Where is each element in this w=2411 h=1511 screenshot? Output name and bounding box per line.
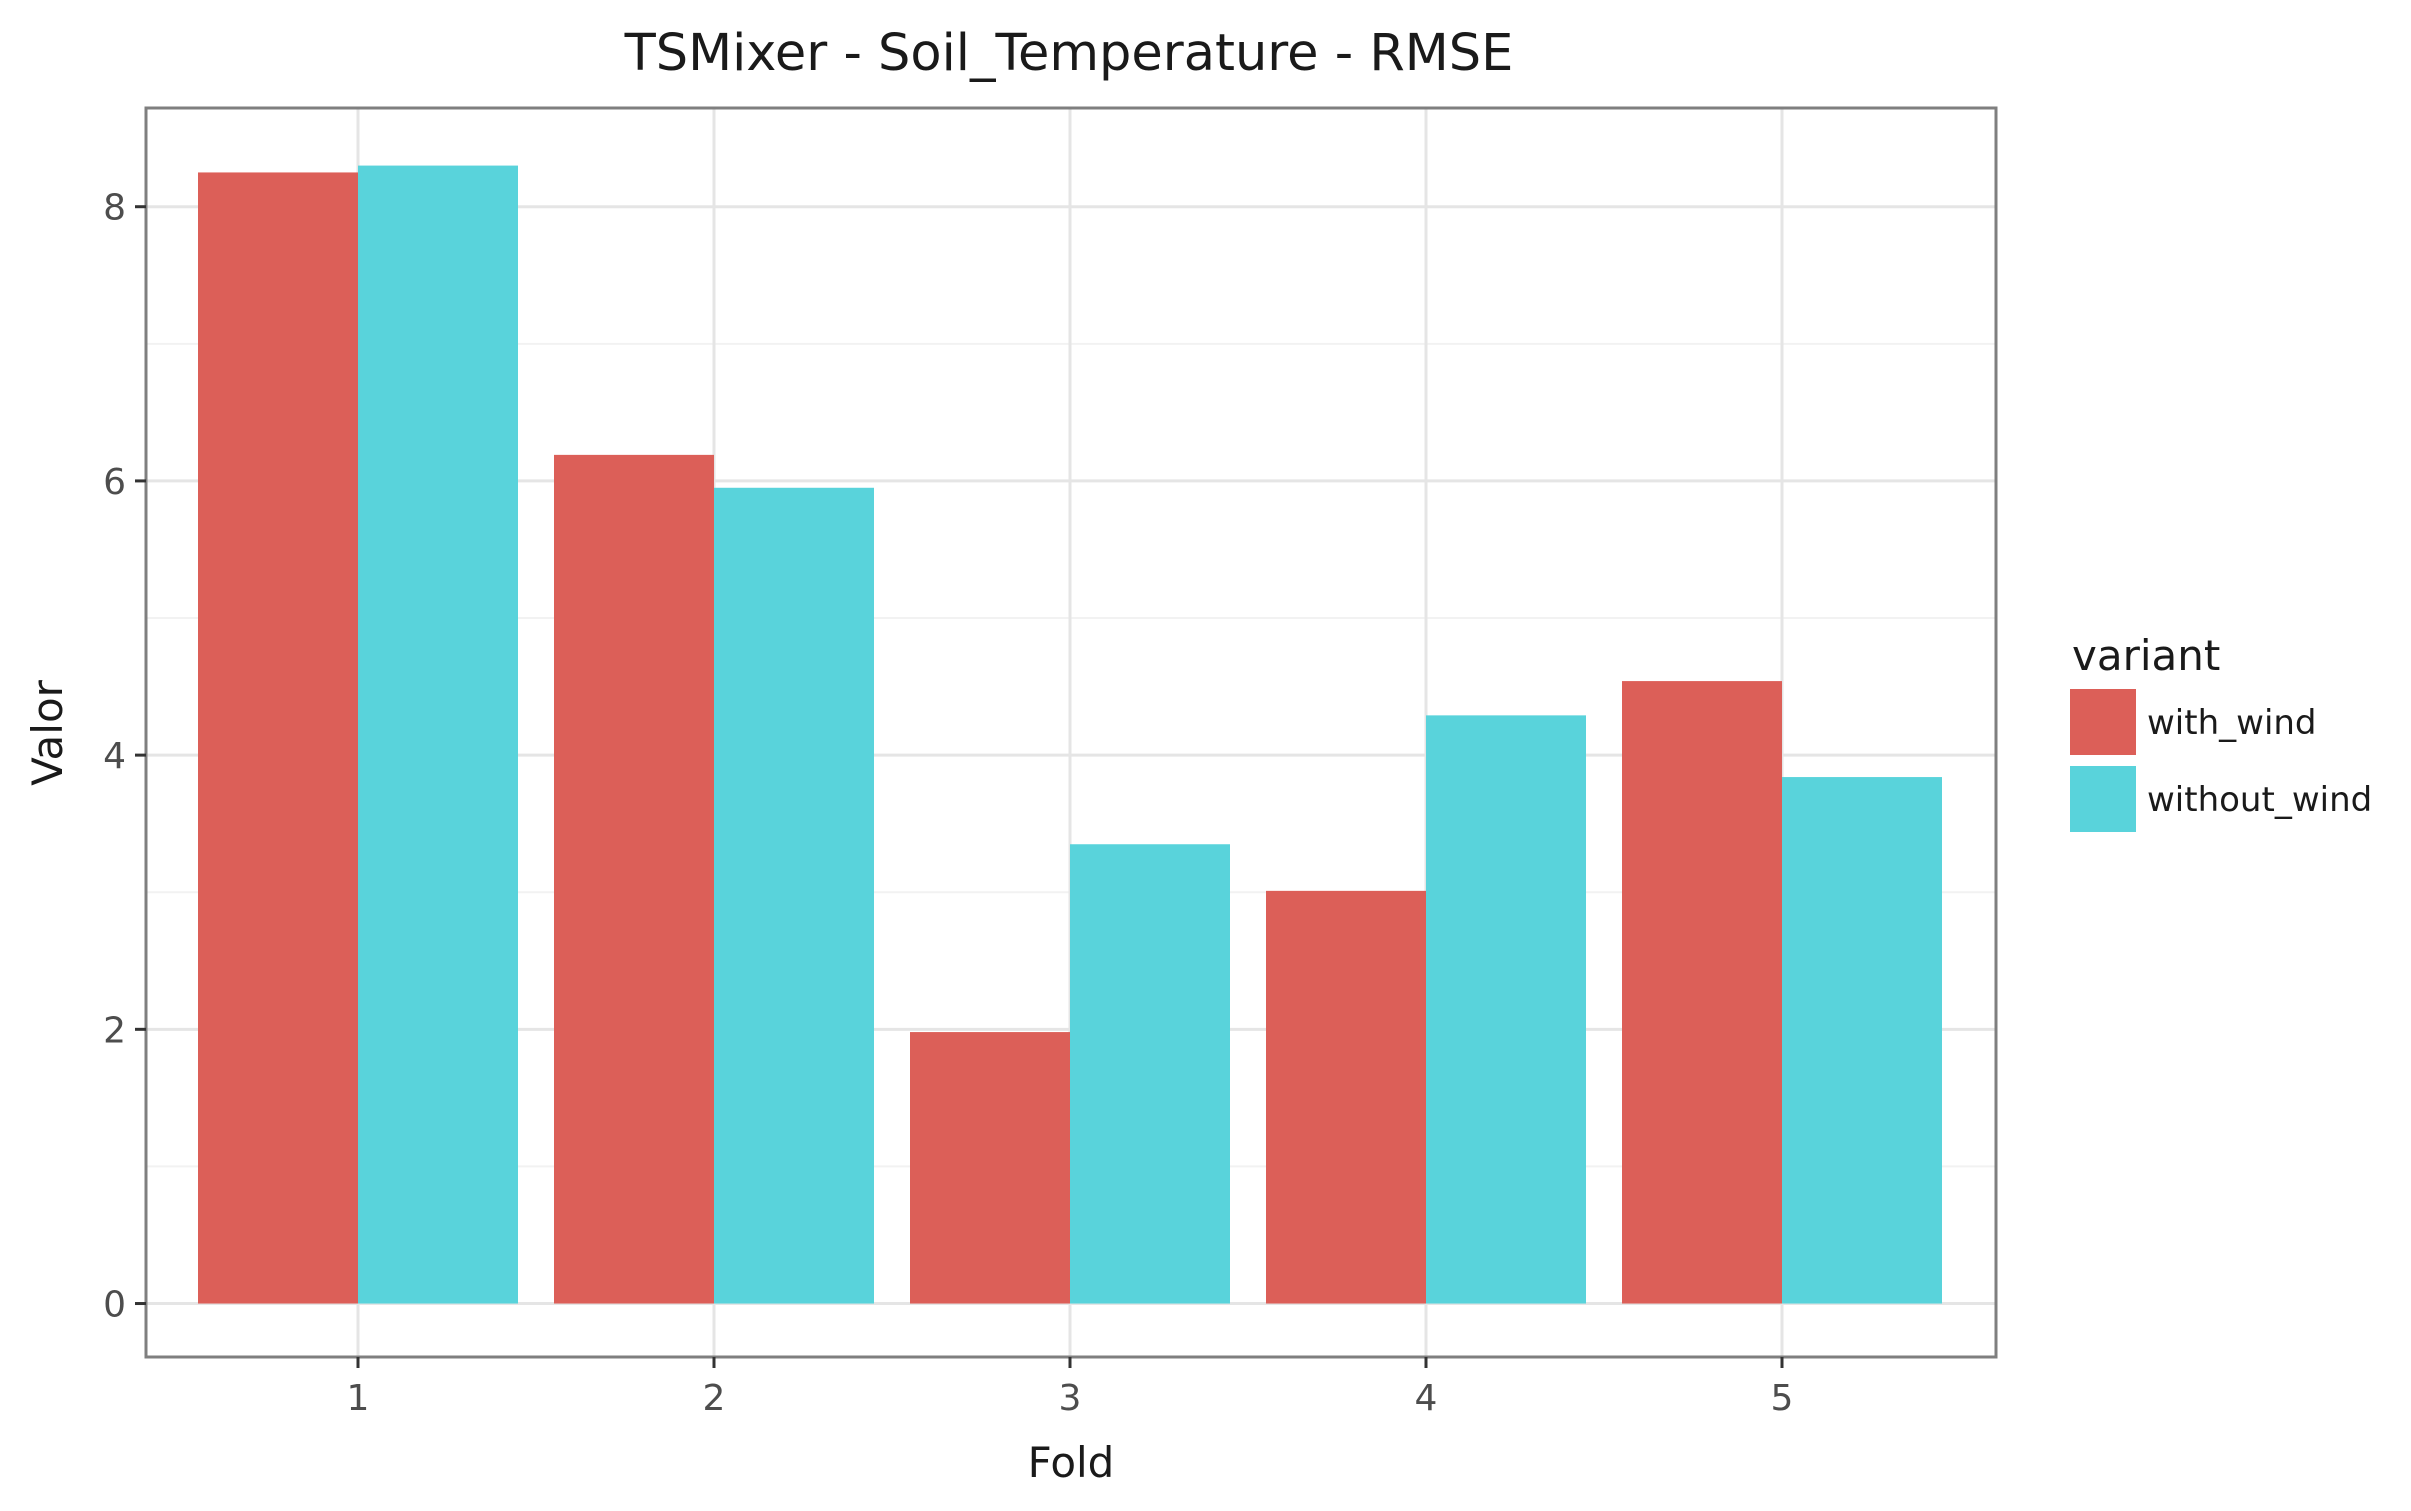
chart-title: TSMixer - Soil_Temperature - RMSE: [624, 24, 1514, 83]
y-tick-label: 8: [103, 188, 126, 229]
legend: variant with_wind without_wind: [2070, 631, 2372, 832]
legend-label-with_wind: with_wind: [2147, 703, 2317, 743]
bar-with_wind-fold-2: [554, 454, 714, 1304]
x-tick-label: 3: [1059, 1378, 1082, 1419]
y-tick-label: 2: [103, 1010, 126, 1051]
bar-without_wind-fold-3: [1070, 844, 1230, 1304]
bar-with_wind-fold-1: [198, 172, 358, 1304]
legend-label-without_wind: without_wind: [2147, 780, 2372, 820]
y-tick-label: 4: [103, 736, 126, 777]
legend-items: with_wind without_wind: [2070, 689, 2372, 832]
legend-key-without_wind: [2070, 766, 2136, 832]
bar-with_wind-fold-5: [1622, 681, 1782, 1304]
x-tick-label: 5: [1771, 1378, 1794, 1419]
bar-with_wind-fold-3: [910, 1032, 1070, 1304]
x-axis: 1 2 3 4 5: [347, 1357, 1794, 1419]
bar-without_wind-fold-4: [1426, 715, 1586, 1304]
y-tick-label: 0: [103, 1285, 126, 1326]
bar-with_wind-fold-4: [1266, 890, 1426, 1304]
x-axis-label: Fold: [1028, 1438, 1115, 1487]
y-tick-label: 6: [103, 462, 126, 503]
bars: [198, 165, 1942, 1304]
x-tick-label: 1: [347, 1378, 370, 1419]
bar-without_wind-fold-5: [1782, 777, 1942, 1304]
bar-without_wind-fold-2: [714, 487, 874, 1304]
x-tick-label: 4: [1415, 1378, 1438, 1419]
bar-without_wind-fold-1: [358, 165, 518, 1304]
plot-panel: [144, 106, 1998, 1359]
x-tick-label: 2: [703, 1378, 726, 1419]
y-axis-label: Valor: [23, 679, 72, 786]
legend-key-with_wind: [2070, 689, 2136, 755]
y-axis: 0 2 4 6 8: [103, 188, 146, 1326]
legend-title: variant: [2072, 631, 2220, 680]
